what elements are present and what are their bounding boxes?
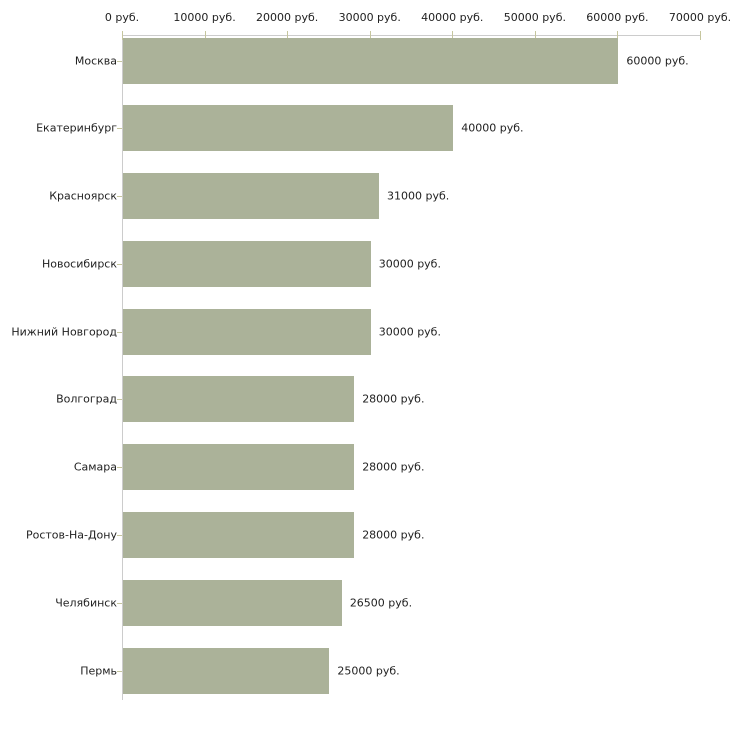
y-axis-line bbox=[122, 35, 123, 700]
x-axis-line bbox=[122, 35, 700, 36]
y-tick-mark bbox=[117, 534, 122, 536]
category-label: Новосибирск bbox=[41, 257, 117, 271]
y-tick-mark bbox=[117, 60, 122, 62]
category-label: Челябинск bbox=[55, 596, 117, 610]
x-tick-label: 10000 руб. bbox=[173, 11, 236, 24]
x-tick-mark bbox=[369, 31, 371, 40]
category-label: Екатеринбург bbox=[36, 121, 117, 135]
value-label: 25000 руб. bbox=[337, 664, 400, 678]
bar bbox=[123, 647, 330, 694]
x-tick-label: 70000 руб. bbox=[668, 11, 730, 24]
y-tick-mark bbox=[117, 670, 122, 672]
y-tick-mark bbox=[117, 196, 122, 198]
x-tick-label: 20000 руб. bbox=[256, 11, 319, 24]
bar bbox=[123, 579, 342, 626]
x-tick-label: 50000 руб. bbox=[503, 11, 566, 24]
value-label: 40000 руб. bbox=[461, 121, 524, 135]
value-label: 30000 руб. bbox=[378, 325, 441, 339]
value-label: 28000 руб. bbox=[362, 460, 425, 474]
y-tick-mark bbox=[117, 331, 122, 333]
category-label: Красноярск bbox=[49, 189, 117, 203]
value-label: 30000 руб. bbox=[378, 257, 441, 271]
bar bbox=[123, 37, 619, 84]
y-tick-mark bbox=[117, 467, 122, 469]
category-label: Самара bbox=[73, 460, 117, 474]
x-tick-mark bbox=[452, 31, 454, 40]
x-tick-label: 0 руб. bbox=[104, 11, 140, 24]
value-label: 28000 руб. bbox=[362, 392, 425, 406]
category-label: Ростов-На-Дону bbox=[25, 528, 117, 542]
category-label: Москва bbox=[74, 54, 117, 67]
bar bbox=[123, 376, 355, 423]
bar bbox=[123, 511, 355, 558]
value-label: 26500 руб. bbox=[349, 596, 413, 610]
x-tick-label: 60000 руб. bbox=[586, 11, 649, 24]
x-tick-mark bbox=[122, 31, 123, 40]
bar bbox=[123, 173, 379, 220]
x-tick-mark bbox=[204, 31, 206, 40]
bar bbox=[123, 240, 371, 287]
y-tick-mark bbox=[117, 399, 122, 401]
bar bbox=[123, 444, 355, 491]
category-label: Волгоград bbox=[56, 392, 117, 406]
y-tick-mark bbox=[117, 263, 122, 265]
bar bbox=[123, 105, 454, 152]
value-label: 28000 руб. bbox=[362, 528, 425, 542]
x-tick-label: 30000 руб. bbox=[338, 11, 401, 24]
x-tick-mark bbox=[700, 31, 701, 40]
category-label: Нижний Новгород bbox=[11, 325, 117, 339]
x-tick-label: 40000 руб. bbox=[421, 11, 484, 24]
x-tick-mark bbox=[617, 31, 619, 40]
bar bbox=[123, 308, 371, 355]
x-tick-mark bbox=[287, 31, 289, 40]
x-tick-mark bbox=[534, 31, 536, 40]
category-label: Пермь bbox=[80, 664, 117, 678]
y-tick-mark bbox=[117, 602, 122, 604]
y-tick-mark bbox=[117, 128, 122, 130]
value-label: 60000 руб. bbox=[626, 54, 689, 67]
value-label: 31000 руб. bbox=[386, 189, 450, 203]
